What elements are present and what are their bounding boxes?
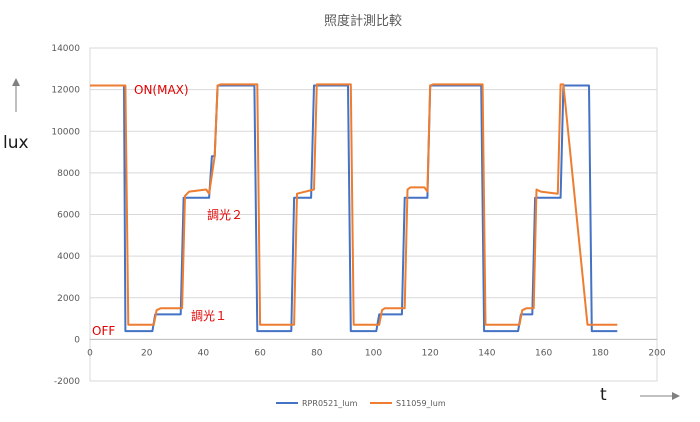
annotation-label: 調光２ bbox=[207, 208, 243, 222]
annotations: ON(MAX) 調光２ 調光１ OFF bbox=[92, 83, 243, 338]
y-tick-label: 12000 bbox=[51, 86, 80, 96]
y-axis-arrowhead bbox=[12, 78, 20, 86]
x-tick-label: 80 bbox=[311, 348, 323, 358]
chart-title: 照度計測比較 bbox=[324, 13, 402, 29]
plot-area bbox=[89, 47, 658, 382]
series-line-S11059_lum bbox=[90, 83, 618, 326]
y-tick-label: 2000 bbox=[57, 294, 80, 304]
grid bbox=[89, 47, 658, 382]
annotation-label: OFF bbox=[92, 324, 115, 338]
x-tick-labels: 0 20 40 60 80 100 120 140 160 180 200 bbox=[87, 348, 666, 358]
annotation-label: ON(MAX) bbox=[134, 83, 189, 97]
x-tick-label: 60 bbox=[254, 348, 266, 358]
annotation-label: 調光１ bbox=[191, 309, 227, 323]
y-tick-label: 4000 bbox=[57, 252, 80, 262]
x-tick-label: 180 bbox=[592, 348, 609, 358]
y-tick-label: -2000 bbox=[54, 377, 80, 387]
y-axis-label: lux bbox=[3, 133, 29, 153]
y-tick-labels: -2000 0 2000 4000 6000 8000 10000 12000 14000 bbox=[51, 44, 80, 387]
x-tick-label: 100 bbox=[365, 348, 382, 358]
legend: RPR0521_lum S11059_lum bbox=[276, 399, 446, 408]
x-tick-label: 20 bbox=[141, 348, 153, 358]
x-tick-label: 200 bbox=[648, 348, 665, 358]
x-tick-label: 160 bbox=[535, 348, 552, 358]
y-tick-label: 0 bbox=[74, 335, 80, 345]
x-tick-label: 140 bbox=[478, 348, 495, 358]
x-axis-arrowhead bbox=[672, 392, 680, 400]
legend-label: S11059_lum bbox=[396, 399, 446, 408]
series-lines bbox=[90, 83, 618, 333]
legend-label: RPR0521_lum bbox=[302, 399, 358, 408]
series-line-RPR0521_lum bbox=[90, 84, 618, 333]
y-tick-label: 6000 bbox=[57, 211, 80, 221]
x-axis-label: t bbox=[600, 385, 607, 405]
x-tick-label: 120 bbox=[422, 348, 439, 358]
x-tick-label: 0 bbox=[87, 348, 93, 358]
y-tick-label: 10000 bbox=[51, 127, 80, 137]
y-tick-label: 8000 bbox=[57, 169, 80, 179]
x-tick-label: 40 bbox=[198, 348, 210, 358]
y-tick-label: 14000 bbox=[51, 44, 80, 54]
